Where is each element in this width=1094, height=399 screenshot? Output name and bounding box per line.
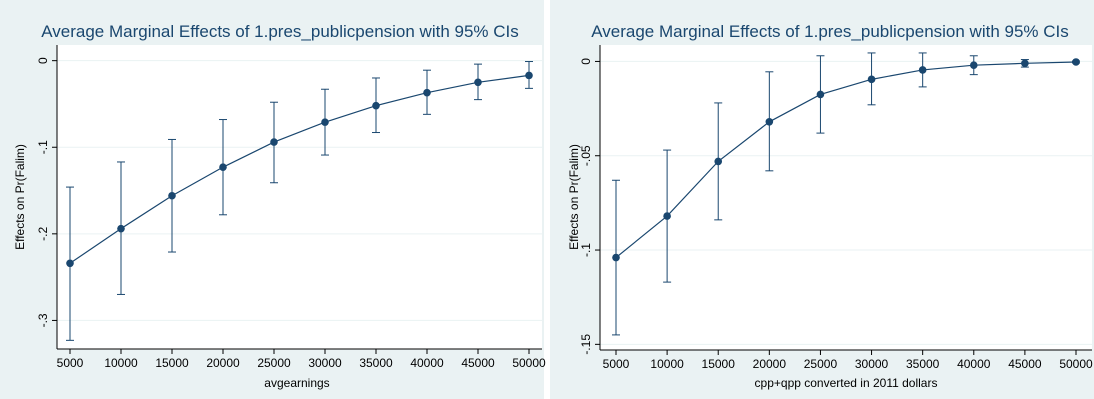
x-tick-label: 35000 bbox=[906, 357, 940, 371]
data-point bbox=[321, 118, 329, 126]
data-point bbox=[969, 61, 978, 70]
y-axis-label: Effects on Pr(Falim) bbox=[13, 144, 27, 250]
plot-area bbox=[57, 45, 542, 349]
gridlines bbox=[600, 60, 1092, 345]
x-tick-label: 25000 bbox=[257, 356, 291, 370]
x-tick-label: 30000 bbox=[855, 357, 889, 371]
data-point bbox=[168, 191, 176, 200]
y-tick-label: 0 bbox=[36, 57, 50, 64]
y-tick-label: -.1 bbox=[36, 140, 50, 154]
data-markers bbox=[612, 58, 1080, 262]
data-point bbox=[765, 117, 774, 126]
y-tick-label: -.15 bbox=[579, 334, 593, 355]
x-tick-label: 25000 bbox=[804, 357, 838, 371]
data-point bbox=[270, 138, 278, 146]
x-axis-ticks: 5000 10000 15000 20000 25000 30000 35000 40000 4… bbox=[603, 350, 1093, 371]
data-point bbox=[1072, 58, 1080, 66]
data-point bbox=[423, 88, 431, 97]
x-tick-label: 50000 bbox=[512, 356, 546, 370]
x-tick-label: 45000 bbox=[461, 356, 495, 370]
panel-cpp-qpp: Average Marginal Effects of 1.pres_publi… bbox=[550, 0, 1094, 399]
y-tick-label: -.2 bbox=[36, 227, 50, 241]
x-axis-ticks: 5000 10000 15000 20000 25000 30000 35000 40000 4… bbox=[57, 349, 546, 370]
x-axis-label: cpp+qpp converted in 2011 dollars bbox=[755, 376, 938, 390]
data-point bbox=[867, 75, 876, 84]
y-tick-label: 0 bbox=[579, 58, 593, 65]
x-tick-label: 10000 bbox=[104, 356, 138, 370]
x-tick-label: 45000 bbox=[1008, 357, 1042, 371]
y-tick-label: -.05 bbox=[579, 145, 593, 166]
effect-line bbox=[69, 74, 530, 264]
x-tick-label: 40000 bbox=[410, 356, 444, 370]
effect-line bbox=[615, 61, 1077, 259]
chart-title: Average Marginal Effects of 1.pres_publi… bbox=[41, 22, 519, 41]
data-markers bbox=[66, 71, 533, 268]
x-tick-label: 10000 bbox=[650, 357, 684, 371]
x-tick-label: 50000 bbox=[1059, 357, 1093, 371]
x-tick-label: 40000 bbox=[957, 357, 991, 371]
x-tick-label: 5000 bbox=[603, 357, 630, 371]
data-point bbox=[474, 78, 482, 87]
data-point bbox=[525, 71, 533, 80]
data-point bbox=[1021, 59, 1029, 68]
x-tick-label: 20000 bbox=[206, 356, 240, 370]
chart-title: Average Marginal Effects of 1.pres_publi… bbox=[591, 22, 1069, 41]
plot-area bbox=[600, 45, 1092, 350]
x-tick-label: 35000 bbox=[359, 356, 393, 370]
data-point bbox=[372, 101, 380, 110]
data-point bbox=[816, 90, 825, 99]
y-axis-ticks: 0 -.1 -.2 -.3 bbox=[36, 57, 57, 327]
data-point bbox=[219, 163, 227, 171]
x-tick-label: 20000 bbox=[753, 357, 787, 371]
x-axis-label: avgearnings bbox=[264, 376, 329, 390]
panel-avgearnings: Average Marginal Effects of 1.pres_publi… bbox=[0, 0, 546, 399]
y-tick-label: -.1 bbox=[579, 243, 593, 257]
data-point bbox=[714, 157, 723, 166]
data-point bbox=[612, 253, 620, 262]
data-point bbox=[918, 66, 927, 74]
x-tick-label: 30000 bbox=[308, 356, 342, 370]
data-point bbox=[117, 224, 125, 233]
x-tick-label: 5000 bbox=[57, 356, 84, 370]
data-point bbox=[663, 212, 671, 220]
y-axis-ticks: 0 -.05 -.1 -.15 bbox=[579, 58, 600, 355]
y-tick-label: -.3 bbox=[36, 313, 50, 327]
gridlines bbox=[57, 60, 542, 321]
x-tick-label: 15000 bbox=[702, 357, 736, 371]
x-tick-label: 15000 bbox=[155, 356, 189, 370]
y-axis-label: Effects on Pr(Falim) bbox=[567, 144, 581, 250]
data-point bbox=[66, 259, 74, 268]
